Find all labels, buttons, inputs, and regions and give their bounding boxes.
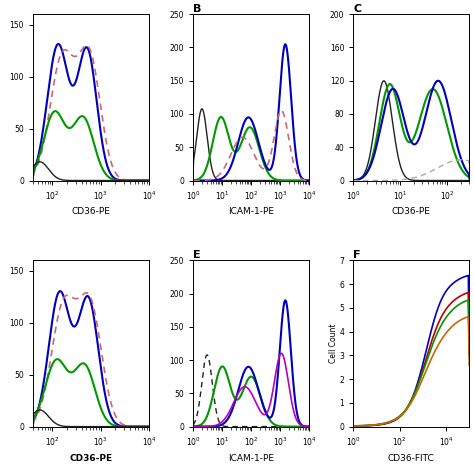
- X-axis label: ICAM-1-PE: ICAM-1-PE: [228, 454, 274, 463]
- Text: B: B: [193, 4, 201, 14]
- Y-axis label: Cell Count: Cell Count: [329, 324, 338, 363]
- Text: C: C: [353, 4, 361, 14]
- X-axis label: CD36-PE: CD36-PE: [392, 208, 431, 217]
- Text: E: E: [193, 250, 201, 260]
- X-axis label: CD36-FITC: CD36-FITC: [388, 454, 435, 463]
- X-axis label: CD36-PE: CD36-PE: [70, 454, 113, 463]
- X-axis label: CD36-PE: CD36-PE: [72, 208, 110, 217]
- Text: F: F: [353, 250, 361, 260]
- X-axis label: ICAM-1-PE: ICAM-1-PE: [228, 208, 274, 217]
